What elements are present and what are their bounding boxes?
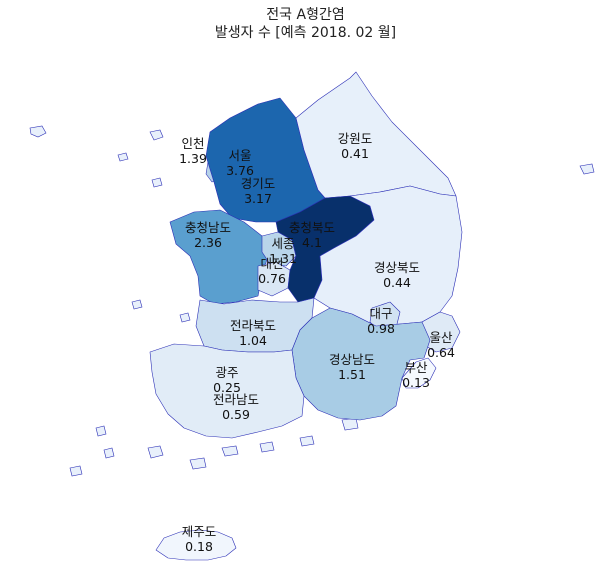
island [189, 457, 207, 470]
region-name-label-jeonbuk: 전라북도 [230, 318, 276, 333]
region-name-label-chungbuk: 충청북도 [289, 220, 335, 235]
island [259, 441, 275, 453]
region-gangwon[interactable] [295, 71, 457, 199]
region-name-label-jeju: 제주도 [182, 524, 217, 539]
region-busan[interactable] [401, 357, 437, 389]
region-jeju[interactable] [155, 529, 237, 561]
regions-layer [149, 71, 463, 561]
region-name-label-gyeongbuk: 경상북도 [374, 260, 420, 275]
island [179, 312, 191, 323]
island [149, 129, 164, 141]
region-value-label-ulsan: 0.64 [427, 345, 455, 360]
island [221, 445, 239, 457]
region-name-label-ulsan: 울산 [429, 330, 453, 345]
region-name-label-gyeonggi: 경기도 [241, 176, 276, 191]
map-title: 전국 A형간염 발생자 수 [예측 2018. 02 월] [0, 6, 611, 42]
region-value-label-gyeonggi: 3.17 [244, 191, 272, 206]
region-value-label-jeonnam: 0.59 [222, 407, 250, 422]
region-value-label-jeju: 0.18 [185, 539, 213, 554]
region-value-label-chungnam: 2.36 [194, 235, 222, 250]
region-name-label-sejong: 세종 [271, 236, 294, 251]
region-name-label-gyeongnam: 경상남도 [329, 352, 375, 367]
region-value-label-sejong: 1.31 [269, 251, 297, 266]
island [299, 435, 315, 447]
region-value-label-gyeongnam: 1.51 [338, 367, 366, 382]
region-name-label-chungnam: 충청남도 [185, 220, 231, 235]
region-value-label-gangwon: 0.41 [341, 146, 369, 161]
region-value-label-chungbuk: 4.1 [302, 235, 322, 250]
region-name-label-gwangju: 광주 [215, 365, 238, 380]
island [579, 163, 595, 175]
island [103, 447, 115, 459]
region-value-label-daegu: 0.98 [367, 321, 395, 336]
region-value-label-gwangju: 0.25 [213, 380, 241, 395]
island [95, 425, 107, 437]
region-chungnam[interactable] [169, 209, 269, 305]
map-title-line2: 발생자 수 [예측 2018. 02 월] [214, 25, 397, 41]
island [131, 299, 143, 310]
region-value-label-busan: 0.13 [402, 375, 430, 390]
islands [29, 125, 595, 477]
island [151, 177, 163, 188]
island [29, 125, 47, 138]
region-name-label-daegu: 대구 [369, 306, 392, 321]
region-value-label-gyeongbuk: 0.44 [383, 275, 411, 290]
region-gyeongnam[interactable] [291, 307, 431, 421]
region-name-label-gangwon: 강원도 [338, 131, 373, 146]
region-value-label-jeonbuk: 1.04 [239, 333, 267, 348]
region-value-label-daejeon: 0.76 [258, 271, 286, 286]
map-title-line1: 전국 A형간염 [266, 7, 345, 23]
region-value-label-incheon: 1.39 [179, 151, 207, 166]
island [69, 465, 83, 477]
island [117, 152, 129, 162]
region-jeonnam[interactable] [149, 343, 305, 439]
region-name-label-incheon: 인천 [181, 136, 204, 151]
region-value-label-seoul: 3.76 [226, 163, 254, 178]
region-name-label-jeonnam: 전라남도 [213, 392, 259, 407]
region-name-label-seoul: 서울 [228, 148, 251, 163]
region-name-label-daejeon: 대전 [260, 256, 283, 271]
island [147, 445, 164, 459]
region-name-label-busan: 부산 [404, 360, 428, 375]
